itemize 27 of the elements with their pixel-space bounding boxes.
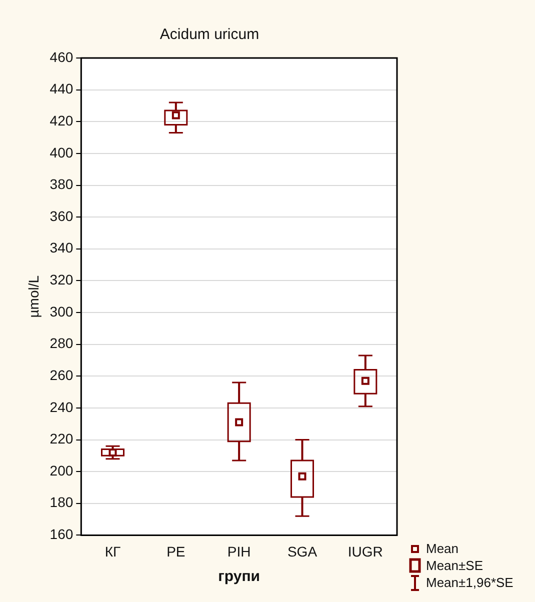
x-tick-label: IUGR <box>348 543 383 560</box>
y-tick-label: 440 <box>50 80 74 97</box>
x-tick-label: PE <box>166 543 186 560</box>
x-axis-title: групи <box>218 568 260 586</box>
text: Mean±1,96*SE <box>426 575 514 590</box>
y-tick-label: 200 <box>50 462 74 478</box>
y-tick-label: 400 <box>50 144 74 160</box>
y-tick-label: 460 <box>50 48 74 65</box>
y-tick-label: 160 <box>50 526 74 542</box>
x-tick-label: SGA <box>287 543 318 560</box>
y-tick-label: 280 <box>50 335 74 352</box>
y-tick-label: 220 <box>50 430 74 447</box>
y-tick-label: 420 <box>50 112 74 128</box>
chart-title: Acidum uricum <box>160 26 260 44</box>
y-axis-title: µmol/L <box>25 275 42 318</box>
text: Mean <box>426 541 459 556</box>
x-tick-label: PIH <box>227 543 251 560</box>
x-tick-label: КГ <box>104 543 122 560</box>
y-tick-label: 360 <box>50 208 74 224</box>
text: Mean±SE <box>426 558 483 573</box>
y-tick-label: 300 <box>50 303 74 320</box>
y-tick-label: 260 <box>50 366 74 383</box>
y-tick-label: 180 <box>50 494 74 510</box>
y-tick-label: 340 <box>50 240 74 256</box>
y-tick-label: 240 <box>50 398 74 415</box>
y-tick-label: 380 <box>50 176 74 192</box>
y-tick-label: 320 <box>50 272 74 288</box>
